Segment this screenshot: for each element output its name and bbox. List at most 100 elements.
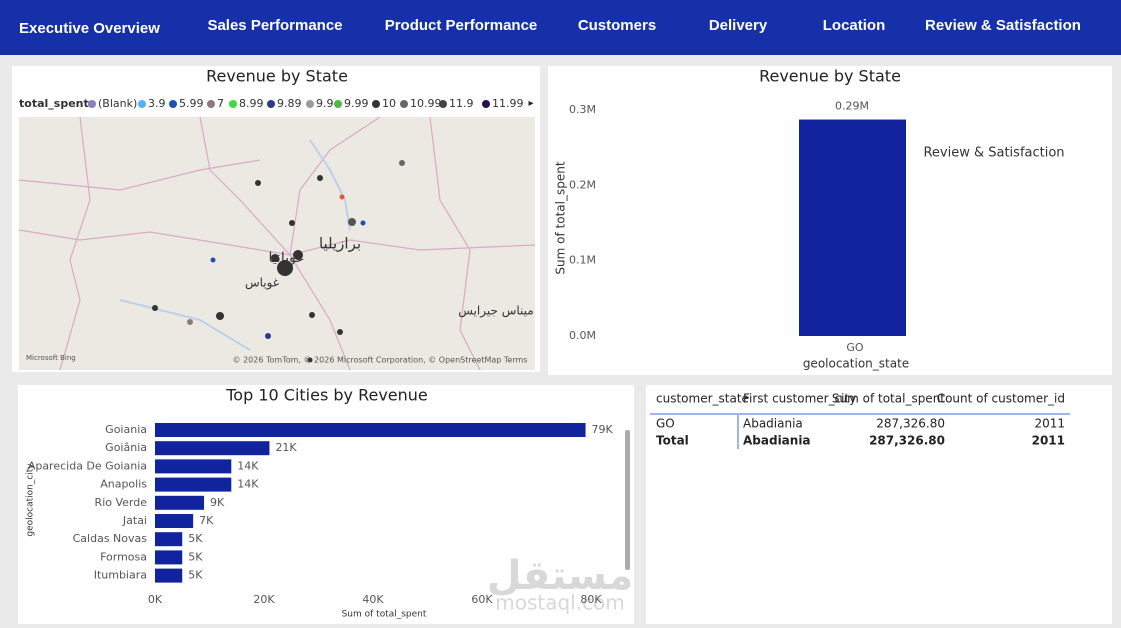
bar [155,459,232,474]
map-place: ميناس جيرايس [458,304,533,319]
bar [155,495,205,510]
x-tick-label: 0K [148,593,163,606]
nav-tab[interactable]: Executive Overview [19,20,160,37]
y-tick-label: Formosa [100,550,147,563]
legend-dot [372,100,380,108]
map-roads [18,116,536,371]
table-header[interactable]: customer_state [656,392,749,406]
legend-dot [207,100,215,108]
legend-dot [169,100,177,108]
map-dot [289,220,295,226]
x-tick-label: 20K [253,593,275,606]
legend-label: 11.9 [449,97,474,110]
table-total: Abadiania [743,434,811,448]
bar [155,423,586,437]
legend-dot [306,100,314,108]
map-rivers [119,139,351,351]
map-provider: Microsoft Bing [26,354,76,362]
legend-dot [267,100,275,108]
map-dot [265,333,271,339]
value-label: 9K [210,496,225,509]
table-panel [646,385,1112,624]
map-dot [187,319,193,325]
value-label: 5K [188,569,203,582]
legend-dot [229,100,237,108]
nav-tab[interactable]: Delivery [709,17,768,34]
y-axis-title: geolocation_city [26,463,36,537]
map-dot [271,254,279,262]
legend-label: 8.99 [239,97,264,110]
legend-dot [400,100,408,108]
map-dot [216,312,224,320]
scrollbar[interactable] [625,430,630,570]
table-cell: 287,326.80 [876,417,945,431]
y-tick-label: 0.1M [569,254,596,267]
legend-label: 9.99 [344,97,369,110]
legend-label: 10.99 [410,97,442,110]
map-dot [317,175,323,181]
chart-title: Top 10 Cities by Revenue [225,386,428,405]
map-dot [399,160,405,166]
nav-tab[interactable]: Sales Performance [207,17,342,34]
nav-tab[interactable]: Location [823,17,886,34]
watermark: مستقل [487,553,633,599]
table-header[interactable]: Count of customer_id [937,392,1065,406]
bar [155,532,183,547]
legend-dot [482,100,490,108]
bar [155,550,183,565]
legend-label: 9.9 [316,97,334,110]
table-header[interactable]: First customer_city [743,392,856,406]
map-place: برازيليا [319,235,361,253]
legend-label: 11.99 [492,97,524,110]
x-tick-label: 80K [580,593,602,606]
y-tick-label: Caldas Novas [73,532,148,545]
legend-label: 5.99 [179,97,204,110]
legend-label: 7 [217,97,224,110]
table-header[interactable]: Sum of total_spent [832,392,945,406]
nav-tab[interactable]: Product Performance [385,17,538,34]
legend-dot [334,100,342,108]
x-axis-title: geolocation_state [803,357,909,371]
nav-tab[interactable]: Review & Satisfaction [925,17,1081,34]
legend-label: (Blank) [98,97,137,110]
card-text: Review & Satisfaction [923,146,1064,161]
value-label: 5K [188,550,203,563]
table-total: Total [656,434,689,448]
map-area [19,117,535,370]
legend-label: 10 [382,97,396,110]
y-tick-label: Goiania [105,423,147,436]
map-dot [277,260,293,276]
map-dot [337,329,343,335]
map-dot [210,257,216,263]
value-label: 14K [237,478,259,491]
y-tick-label: Goiânia [105,441,147,454]
legend-title: total_spent [19,97,89,110]
value-label: 0.29M [835,100,869,113]
y-tick-label: Anapolis [100,478,147,491]
map-place: غوياس [245,276,279,291]
value-label: 14K [237,459,259,472]
legend-dot [439,100,447,108]
legend-arrow[interactable]: ▸ [528,98,533,109]
y-tick-label: 0.0M [569,329,596,342]
map-dot [360,220,366,226]
legend-dot [138,100,146,108]
table-cell: GO [656,417,675,431]
x-tick-label: 60K [471,593,493,606]
legend-dot [88,100,96,108]
bar [799,119,906,336]
y-tick-label: Jatai [122,514,147,527]
table-cell: Abadiania [743,417,803,431]
value-label: 7K [199,514,214,527]
map-dot [152,305,158,311]
nav-tab[interactable]: Customers [578,17,656,34]
bar [155,514,194,528]
map-dot [255,180,261,186]
map-dot [339,194,345,200]
map-dots [152,160,405,363]
x-tick-label: GO [846,341,864,354]
nav-bar [0,0,1121,55]
x-axis-title: Sum of total_spent [342,610,427,620]
y-axis-title: Sum of total_spent [554,161,568,274]
